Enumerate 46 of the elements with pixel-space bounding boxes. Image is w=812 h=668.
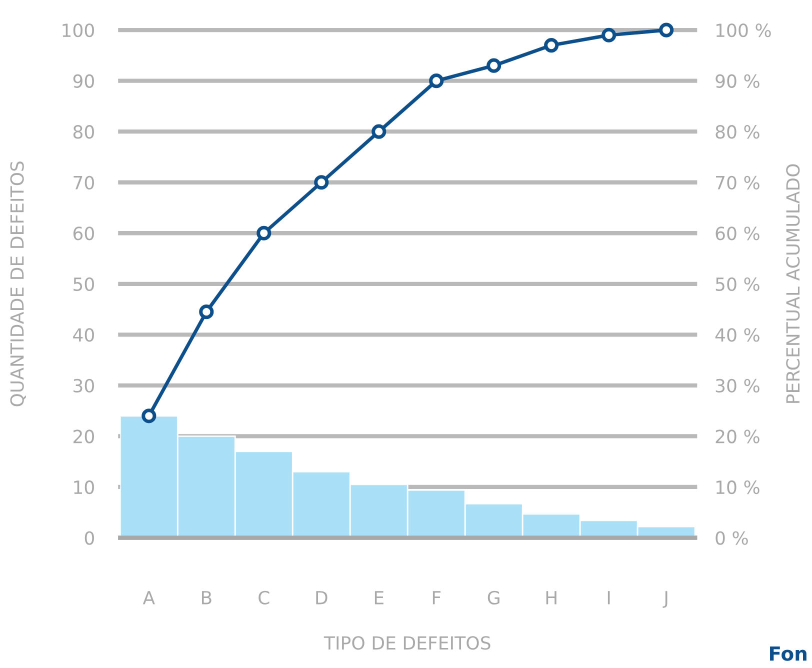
point [256,226,272,240]
y2-tick-label: 80 % [716,125,760,139]
point [372,124,386,139]
y-tick-label: 10 [74,480,94,494]
y-axis-title: QUANTIDADE DE DEFEITOS [10,162,26,406]
point [486,58,502,73]
x-tick-label: I [608,591,610,604]
y2-tick-label: 50 % [716,277,760,292]
y-tick-label: 60 [73,226,94,240]
point [659,22,674,38]
x-tick-label: G [488,590,500,604]
y2-tick-label: 70 % [716,176,760,190]
x-tick-label: D [316,591,328,604]
x-tick-label: J [662,591,668,608]
y-tick-label: 100 [62,24,94,38]
y-tick-label: 80 [73,125,94,139]
y-tick-label: 40 [73,328,94,342]
point [429,74,444,88]
y-tick-label: 0 [84,531,94,545]
y2-tick-label: 30 % [716,378,760,393]
y2-tick-label: 90 % [716,74,760,88]
x-tick-label: B [202,591,212,604]
point [199,304,214,320]
y2-tick-label: 100 % [716,24,771,38]
point [544,38,559,53]
x-tick-label: F [432,591,441,604]
y2-tick-label: 60 % [716,226,760,240]
y-tick-label: 20 [74,430,94,444]
y2-tick-label: 40 % [715,328,760,342]
x-tick-label: H [546,591,556,604]
point [142,408,156,424]
text: Fon [770,646,806,661]
x-tick-label: E [374,591,384,604]
point [602,28,616,42]
x-axis-title: TIPO DE DEFEITOS [324,636,490,650]
y-tick-label: 30 [74,378,94,393]
y-tick-label: 50 [74,277,94,292]
y2-tick-label: 0 % [716,531,748,545]
y2-axis-title: PERCENTUAL ACUMULADO [786,164,800,403]
y2-tick-label: 10 % [716,480,760,494]
y-tick-label: 70 [74,176,94,190]
x-tick-label: A [142,591,155,604]
y-tick-label: 90 [73,74,94,88]
y2-tick-label: 20 % [716,430,760,444]
point [314,175,329,190]
x-tick-label: C [258,590,270,604]
